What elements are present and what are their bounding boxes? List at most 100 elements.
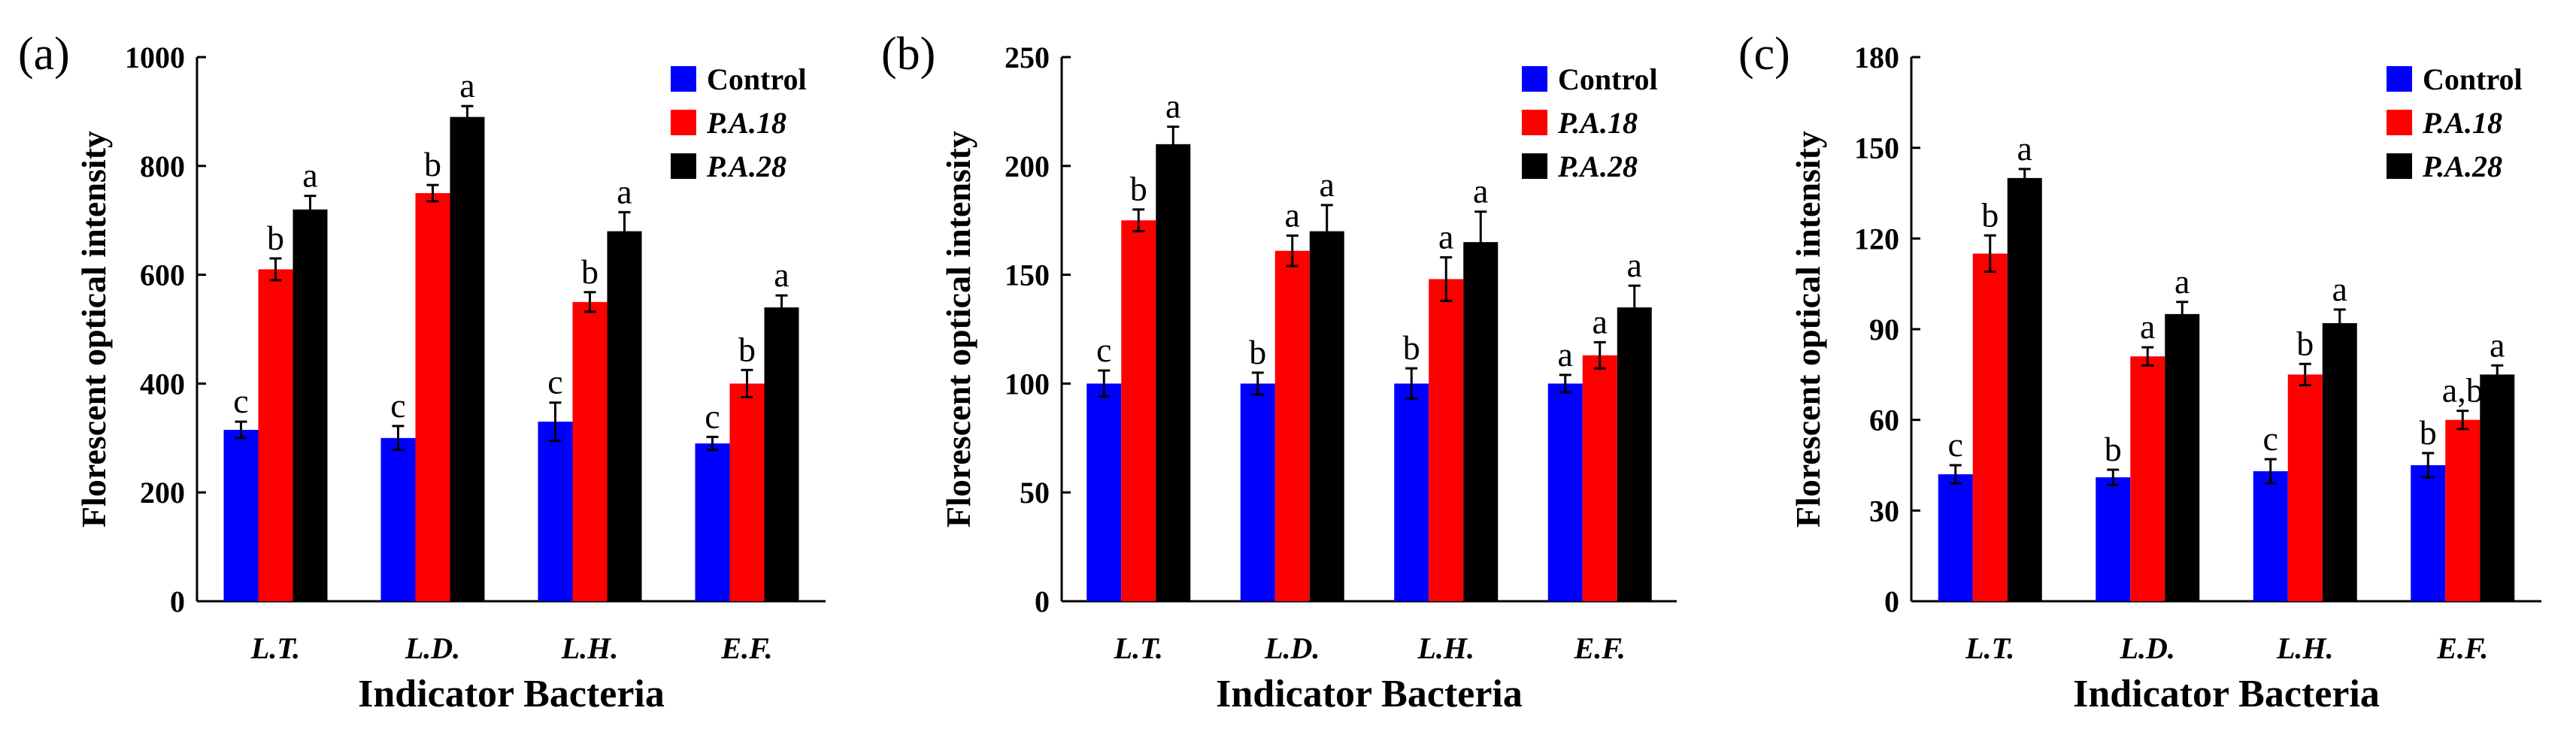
y-tick-label: 120: [1854, 222, 1899, 256]
x-tick-label: L.T.: [1965, 631, 2014, 665]
significance-letter: b: [2105, 430, 2122, 468]
bar-control: [380, 437, 416, 601]
y-tick-label: 200: [140, 476, 185, 510]
y-tick-label: 100: [1005, 367, 1050, 401]
y-axis-title: Florescent optical intensity: [74, 131, 113, 528]
significance-letter: a: [1473, 172, 1488, 210]
x-tick-label: L.D.: [2120, 631, 2175, 665]
significance-letter: b: [2420, 413, 2437, 452]
bar-pa18: [258, 269, 293, 601]
x-tick-label: E.F.: [720, 631, 772, 665]
panel-label: (c): [1738, 29, 1790, 80]
legend-swatch: [1522, 153, 1547, 179]
bar-pa28: [1309, 231, 1344, 601]
bar-pa28: [1156, 144, 1191, 602]
significance-letter: b: [2296, 324, 2314, 362]
y-tick-label: 60: [1869, 404, 1899, 437]
legend-swatch: [671, 66, 696, 92]
significance-letter: c: [390, 386, 405, 425]
significance-letter: a: [774, 256, 789, 294]
bar-pa28: [2007, 177, 2042, 601]
bar-pa28: [292, 209, 328, 602]
significance-letter: b: [1249, 333, 1266, 371]
bar-pa28: [2322, 322, 2357, 601]
y-tick-label: 90: [1869, 313, 1899, 346]
significance-letter: a: [302, 156, 317, 195]
significance-letter: a: [1593, 302, 1608, 340]
bar-pa18: [2130, 356, 2165, 601]
significance-letter: a: [2490, 325, 2505, 364]
bar-pa18: [1582, 355, 1617, 601]
significance-letter: b: [424, 145, 441, 183]
legend-label: Control: [707, 62, 807, 96]
significance-letter: b: [581, 253, 599, 291]
significance-letter: a: [1165, 87, 1180, 126]
y-tick-label: 200: [1005, 150, 1050, 183]
y-tick-label: 0: [170, 585, 185, 619]
legend-label: P.A.18: [1557, 106, 1638, 140]
bar-pa18: [572, 301, 608, 601]
x-tick-label: L.H.: [1417, 631, 1474, 665]
bar-control: [1547, 383, 1583, 601]
chart-panel-b: (b) 0 50 100 150 200 250 Florescent optical int…: [881, 29, 1677, 715]
bar-control: [223, 429, 259, 601]
y-axis-title: Florescent optical intensity: [939, 131, 977, 528]
legend-label: P.A.28: [706, 150, 786, 183]
significance-letter: a: [2017, 129, 2032, 168]
significance-letter: a: [1558, 335, 1573, 374]
bar-pa28: [2165, 313, 2200, 601]
bar-control: [538, 422, 573, 601]
bar-control: [695, 443, 730, 601]
legend-swatch: [671, 110, 696, 135]
significance-letter: b: [1130, 170, 1147, 208]
bar-control: [2096, 477, 2131, 601]
bar-pa28: [1463, 242, 1499, 601]
panel-label: (b): [881, 29, 935, 80]
bar-pa18: [2287, 374, 2323, 601]
x-tick-label: E.F.: [2436, 631, 2488, 665]
bar-control: [2411, 465, 2446, 601]
legend-label: Control: [1558, 62, 1658, 96]
y-axis-title: Florescent optical intensity: [1789, 131, 1827, 528]
bar-pa28: [450, 116, 485, 601]
y-tick-label: 0: [1035, 585, 1050, 619]
bar-pa18: [415, 193, 450, 601]
x-tick-label: L.H.: [2276, 631, 2334, 665]
bar-control: [1086, 383, 1122, 601]
bar-pa18: [1429, 279, 1464, 601]
significance-letter: a: [1320, 165, 1335, 204]
bar-pa28: [1617, 307, 1652, 601]
significance-letter: a,b: [2442, 371, 2484, 410]
legend-label: P.A.28: [1557, 150, 1638, 183]
significance-letter: c: [547, 363, 562, 401]
significance-letter: a: [2332, 270, 2347, 308]
y-tick-label: 50: [1020, 476, 1050, 510]
significance-letter: b: [1403, 328, 1420, 367]
y-tick-label: 180: [1854, 41, 1899, 74]
significance-letter: c: [1948, 425, 1963, 464]
x-tick-label: L.T.: [250, 631, 300, 665]
legend-swatch: [671, 153, 696, 179]
x-axis-title: Indicator Bacteria: [2073, 673, 2380, 715]
y-tick-label: 400: [140, 367, 185, 401]
legend-label: P.A.28: [2422, 150, 2502, 183]
significance-letter: b: [1981, 195, 1999, 234]
significance-letter: c: [233, 382, 248, 420]
bar-pa18: [1274, 250, 1310, 601]
significance-letter: a: [2174, 262, 2190, 301]
legend-swatch: [2387, 110, 2412, 135]
legend-swatch: [2387, 153, 2412, 179]
significance-letter: c: [1096, 331, 1111, 369]
significance-letter: a: [1438, 217, 1453, 256]
legend-label: P.A.18: [706, 106, 786, 140]
significance-letter: a: [2140, 307, 2155, 346]
legend-swatch: [1522, 66, 1547, 92]
bar-pa18: [1972, 253, 2008, 601]
panel-label: (a): [18, 29, 70, 80]
significance-letter: b: [267, 219, 284, 257]
bar-pa28: [764, 307, 799, 601]
x-tick-label: L.H.: [561, 631, 619, 665]
chart-panel-a: (a) 0 200 400 600 800 1000 Florescent optical i…: [18, 29, 826, 715]
x-tick-label: L.D.: [1264, 631, 1320, 665]
